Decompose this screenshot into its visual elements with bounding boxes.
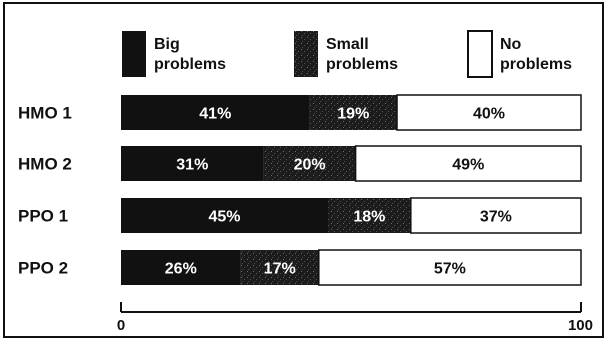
- bar-segment-ppo-2-no-problems: [318, 249, 582, 286]
- legend-label-big-problems-line2: problems: [154, 56, 226, 73]
- legend-label-no-problems-line1: No: [500, 36, 522, 53]
- category-label-ppo-2: PPO 2: [18, 259, 68, 278]
- bar-value-label-ppo-2-small-problems: 17%: [264, 261, 296, 278]
- bar-value-label-ppo-2-no-problems: 57%: [434, 261, 466, 278]
- legend-label-small-problems-line1: Small: [326, 36, 369, 53]
- bar-segment-ppo-2-small-problems: [240, 250, 319, 285]
- legend-label-no-problems-line2: problems: [500, 56, 572, 73]
- bar-value-label-hmo-1-no-problems: 40%: [473, 106, 505, 123]
- bar-segment-hmo-2-no-problems: [354, 145, 582, 182]
- bar-segment-hmo-1-no-problems: [396, 94, 582, 131]
- bar-segment-ppo-1-small-problems: [328, 198, 411, 233]
- legend-swatch-small-problems: [294, 31, 318, 77]
- legend-swatch-no-problems: [467, 30, 493, 78]
- bar-value-label-hmo-2-small-problems: 20%: [294, 157, 326, 174]
- x-axis: 0 100: [117, 302, 593, 334]
- legend-swatch-big-problems: [122, 31, 146, 77]
- bar-value-label-ppo-1-small-problems: 18%: [353, 209, 385, 226]
- bars-group: HMO 1 41% 19% 40% HMO 2 31% 20% 49% PPO 1 45% 18% 3…: [18, 94, 582, 286]
- bar-segment-hmo-2-small-problems: [263, 146, 356, 181]
- bar-segment-hmo-1-big-problems: [121, 95, 310, 130]
- category-label-ppo-1: PPO 1: [18, 207, 68, 226]
- x-axis-tick-label: 100: [568, 317, 593, 334]
- legend: Big problems Small problems No problems: [122, 30, 572, 78]
- x-axis-tick-label: 0: [117, 317, 125, 334]
- bar-value-label-ppo-1-no-problems: 37%: [480, 209, 512, 226]
- bar-segment-ppo-1-big-problems: [121, 198, 328, 233]
- category-label-hmo-2: HMO 2: [18, 155, 72, 174]
- bar-value-label-hmo-2-no-problems: 49%: [452, 157, 484, 174]
- bar-value-label-ppo-1-big-problems: 45%: [208, 209, 240, 226]
- bar-segment-hmo-2-big-problems: [121, 146, 264, 181]
- legend-label-big-problems-line1: Big: [154, 36, 180, 53]
- bar-value-label-hmo-1-small-problems: 19%: [337, 106, 369, 123]
- bar-segment-hmo-1-small-problems: [309, 95, 397, 130]
- bar-value-label-hmo-2-big-problems: 31%: [176, 157, 208, 174]
- category-label-hmo-1: HMO 1: [18, 104, 72, 123]
- bar-value-label-ppo-2-big-problems: 26%: [165, 261, 197, 278]
- legend-label-small-problems-line2: problems: [326, 56, 398, 73]
- bar-segment-ppo-1-no-problems: [410, 197, 582, 234]
- bar-segment-ppo-2-big-problems: [121, 250, 241, 285]
- bar-value-label-hmo-1-big-problems: 41%: [199, 106, 231, 123]
